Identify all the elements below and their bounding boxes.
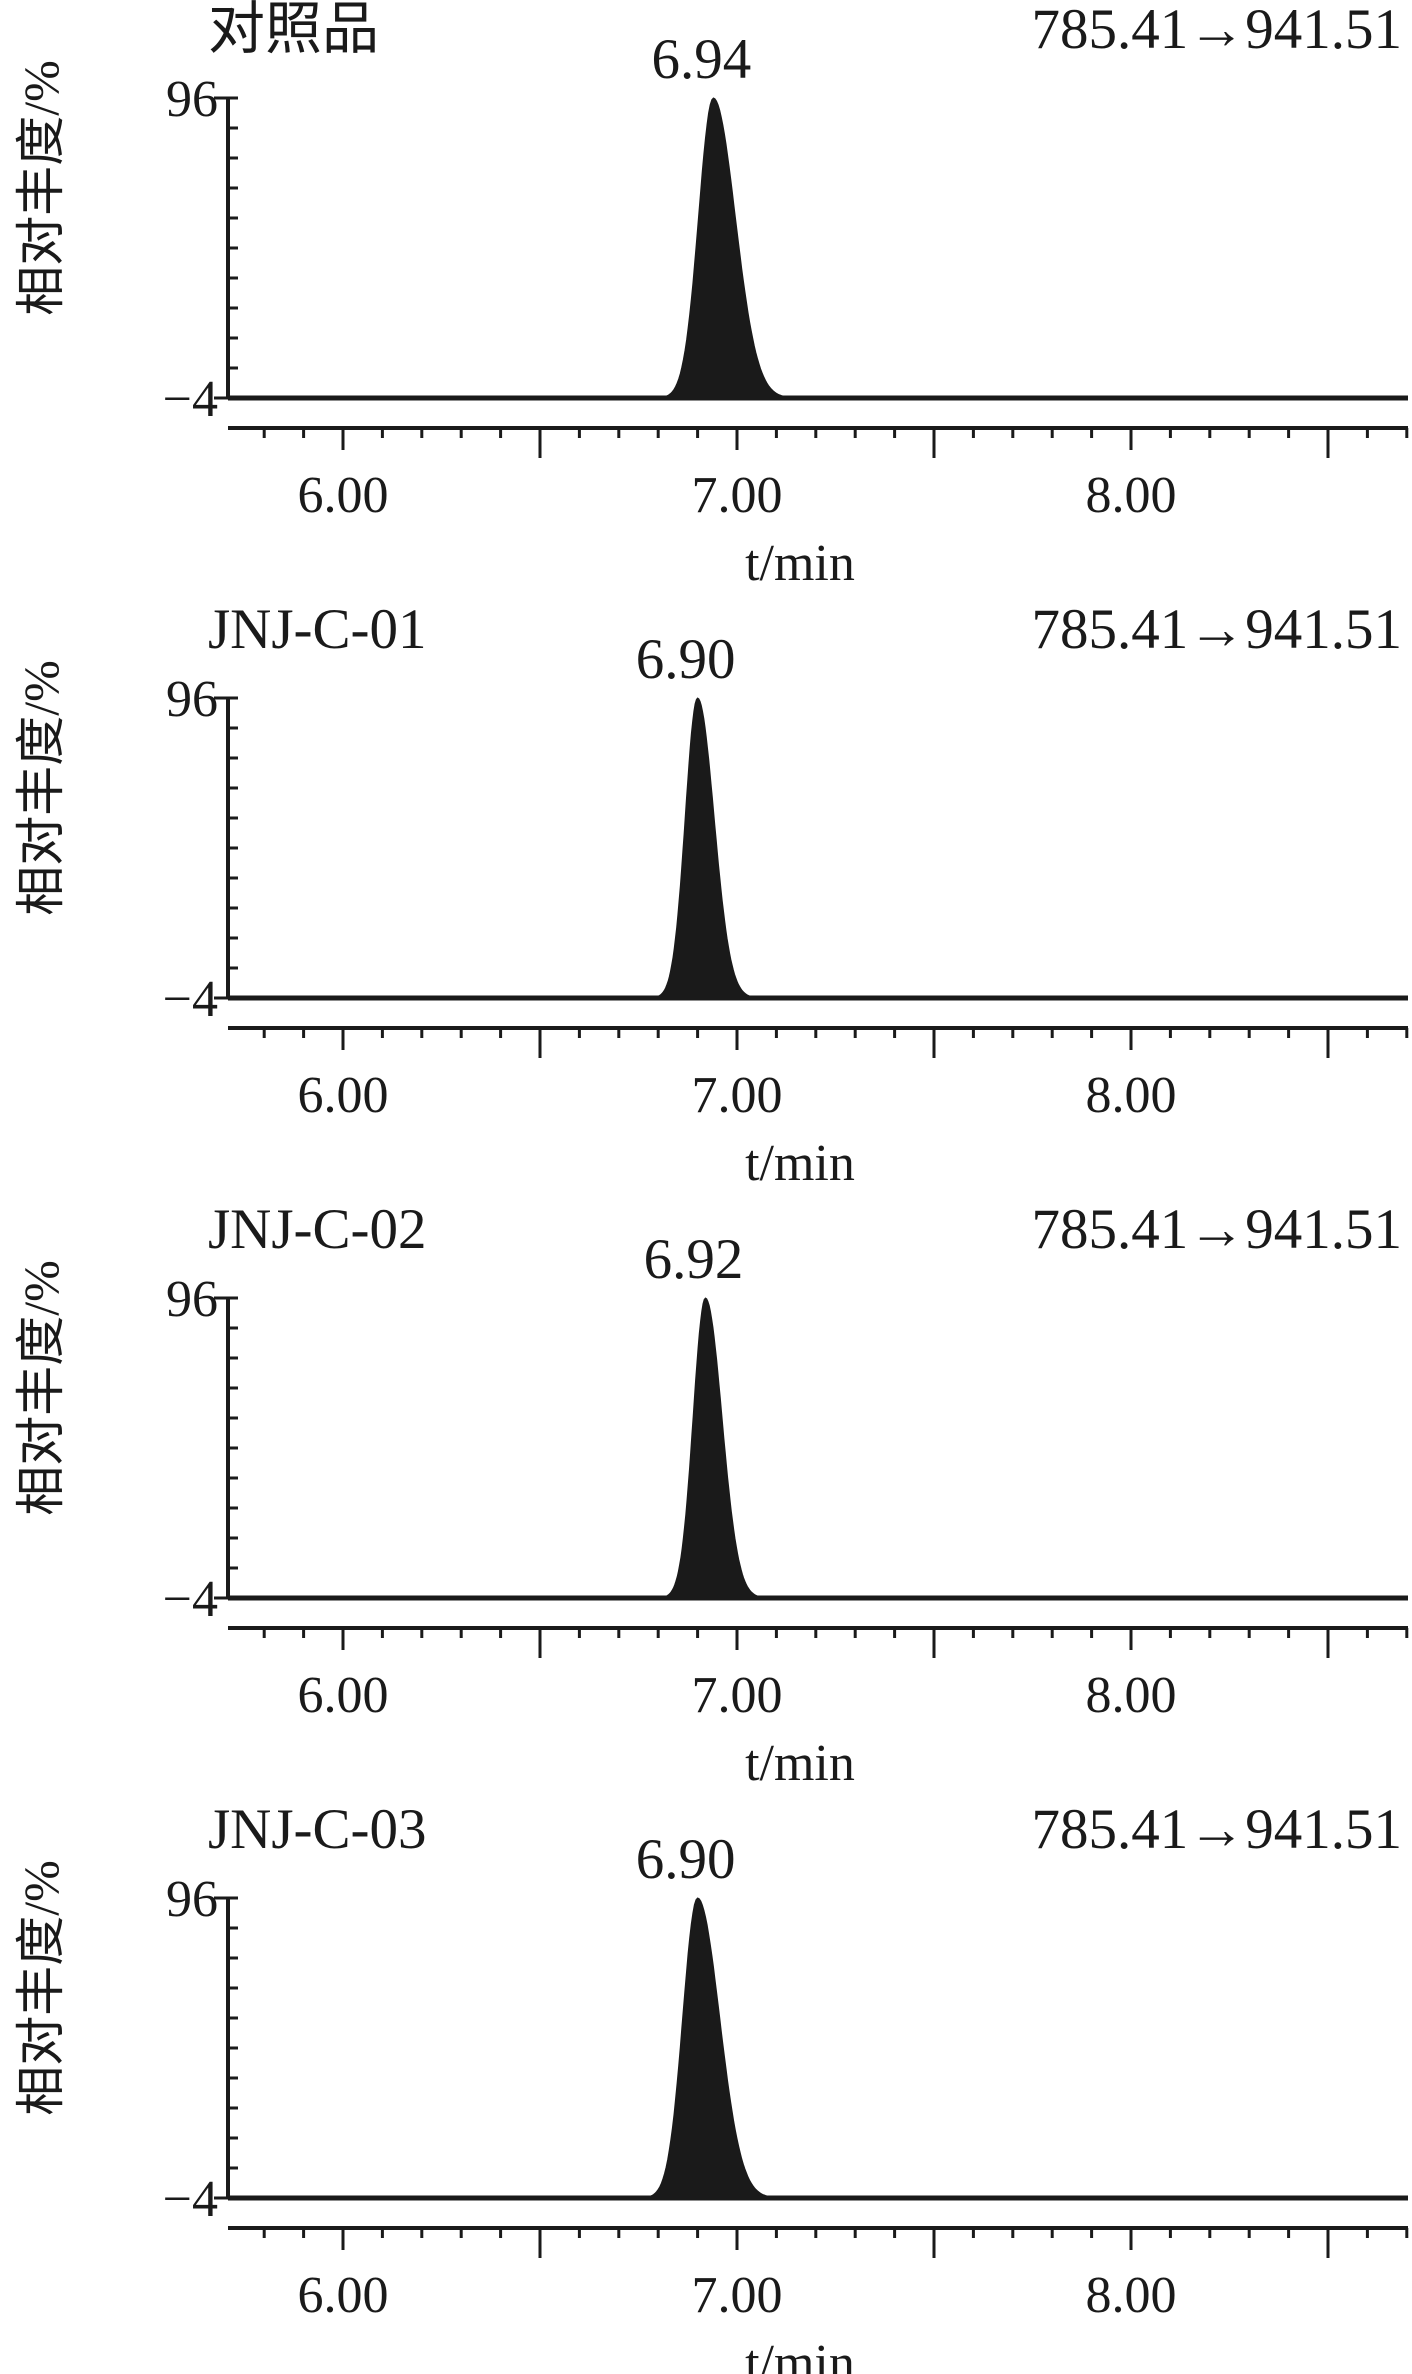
chromatogram-panel-4: JNJ-C-03 785.41→941.51 6.90 相对丰度/% 96 −4 6.00 7… [13, 1798, 1409, 2374]
peak-retention-time-label: 6.90 [636, 1828, 736, 1891]
chromatogram-peak [657, 697, 758, 999]
chromatogram-panel-1: 对照品 785.41→941.51 6.94 相对丰度/% 96 −4 6.00 7.00 8.… [13, 0, 1409, 592]
x-tick-label: 8.00 [1086, 1667, 1177, 1724]
sample-name: JNJ-C-03 [208, 1798, 427, 1861]
y-tick-label-top: 96 [166, 71, 218, 128]
y-tick-label-top: 96 [166, 1871, 218, 1928]
x-tick-label: 8.00 [1086, 467, 1177, 524]
x-axis-label: t/min [745, 1735, 855, 1792]
x-tick-label: 8.00 [1086, 2267, 1177, 2324]
x-tick-label: 7.00 [692, 467, 783, 524]
chromatogram-panel-3: JNJ-C-02 785.41→941.51 6.92 相对丰度/% 96 −4 6.00 7… [13, 1198, 1409, 1792]
mrm-transition-label: 785.41→941.51 [1032, 1198, 1403, 1261]
y-tick-label-bottom: −4 [163, 2171, 218, 2228]
y-axis-label: 相对丰度/% [13, 60, 69, 316]
peak-retention-time-label: 6.94 [651, 28, 751, 91]
x-tick-label: 7.00 [692, 2267, 783, 2324]
x-tick-label: 6.00 [298, 2267, 389, 2324]
mrm-transition-label: 785.41→941.51 [1032, 0, 1403, 61]
x-tick-label: 6.00 [298, 1067, 389, 1124]
x-tick-label: 6.00 [298, 467, 389, 524]
y-tick-label-bottom: −4 [163, 371, 218, 428]
chromatogram-panel-2: JNJ-C-01 785.41→941.51 6.90 相对丰度/% 96 −4 6.00 7… [13, 598, 1409, 1192]
peak-retention-time-label: 6.92 [644, 1228, 744, 1291]
sample-name: JNJ-C-02 [208, 1198, 427, 1261]
x-tick-label: 8.00 [1086, 1067, 1177, 1124]
x-tick-label: 7.00 [692, 1667, 783, 1724]
peak-retention-time-label: 6.90 [636, 628, 736, 691]
y-tick-label-top: 96 [166, 1271, 218, 1328]
x-axis-label: t/min [745, 535, 855, 592]
y-axis-label: 相对丰度/% [13, 660, 69, 916]
chromatogram-peak [665, 1297, 766, 1599]
x-tick-label: 6.00 [298, 1667, 389, 1724]
y-axis-label: 相对丰度/% [13, 1860, 69, 2116]
chromatogram-peak [665, 97, 793, 399]
x-tick-label: 7.00 [692, 1067, 783, 1124]
sample-name: JNJ-C-01 [208, 598, 427, 661]
y-tick-label-bottom: −4 [163, 1571, 218, 1628]
y-axis-label: 相对丰度/% [13, 1260, 69, 1516]
x-axis-label: t/min [745, 1135, 855, 1192]
mrm-transition-label: 785.41→941.51 [1032, 598, 1403, 661]
y-tick-label-bottom: −4 [163, 971, 218, 1028]
x-axis-label: t/min [745, 2335, 855, 2374]
y-tick-label-top: 96 [166, 671, 218, 728]
sample-name: 对照品 [208, 0, 379, 61]
mrm-transition-label: 785.41→941.51 [1032, 1798, 1403, 1861]
chromatogram-peak [649, 1897, 777, 2199]
